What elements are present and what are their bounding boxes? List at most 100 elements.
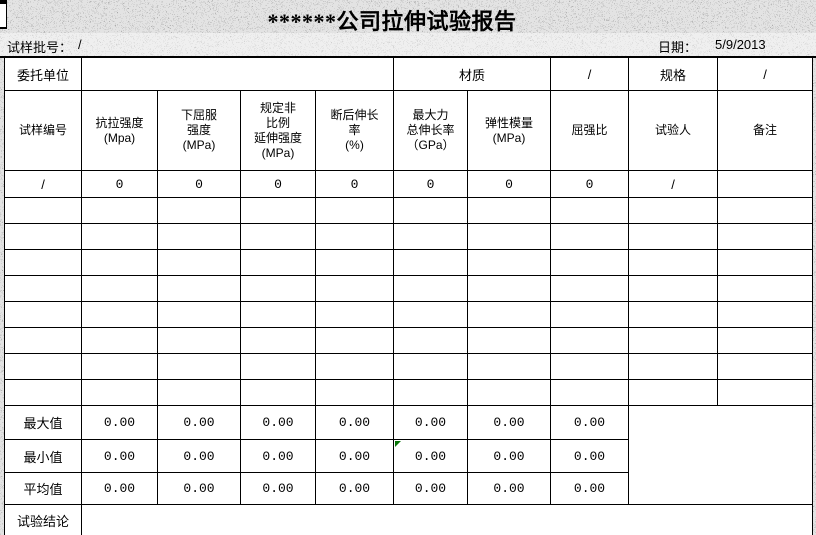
empty-cell[interactable] (393, 301, 468, 328)
empty-cell[interactable] (393, 275, 468, 302)
empty-cell[interactable] (466, 197, 552, 224)
empty-cell[interactable] (466, 327, 552, 354)
empty-cell[interactable] (315, 301, 394, 328)
client-value-cell[interactable] (81, 57, 394, 91)
material-label-cell[interactable]: 材质 (392, 57, 552, 91)
summary-min-lower-yield[interactable]: 0.00 (157, 439, 241, 473)
data-cell-non-proportional-extension[interactable]: 0 (240, 170, 316, 198)
empty-cell[interactable] (240, 275, 316, 302)
empty-cell[interactable] (315, 197, 394, 224)
empty-cell[interactable] (717, 379, 814, 406)
empty-cell[interactable] (315, 353, 394, 380)
empty-cell[interactable] (717, 353, 814, 380)
header-cell-non-proportional-extension[interactable]: 规定非 比例 延伸强度 (MPa) (240, 90, 316, 171)
empty-cell[interactable] (717, 301, 814, 328)
empty-cell[interactable] (240, 301, 316, 328)
batch-label[interactable]: 试样批号： (7, 40, 73, 55)
empty-cell[interactable] (315, 223, 394, 250)
summary-avg-max-force-elongation[interactable]: 0.00 (393, 472, 468, 505)
empty-cell[interactable] (81, 275, 158, 302)
empty-cell[interactable] (628, 223, 719, 250)
empty-cell[interactable] (393, 327, 468, 354)
summary-max-yield-ratio[interactable]: 0.00 (550, 405, 630, 440)
empty-cell[interactable] (157, 223, 241, 250)
empty-cell[interactable] (628, 301, 719, 328)
summary-max-elongation[interactable]: 0.00 (315, 405, 394, 440)
data-cell-tester[interactable]: / (628, 170, 719, 198)
empty-cell[interactable] (628, 327, 719, 354)
empty-cell[interactable] (550, 301, 630, 328)
material-value-cell[interactable]: / (550, 57, 630, 91)
empty-cell[interactable] (81, 327, 158, 354)
header-cell-yield-ratio[interactable]: 屈强比 (550, 90, 630, 171)
summary-avg-yield-ratio[interactable]: 0.00 (550, 472, 630, 505)
empty-cell[interactable] (315, 327, 394, 354)
header-cell-max-force-elongation[interactable]: 最大力 总伸长率 （GPa） (393, 90, 468, 171)
empty-cell[interactable] (4, 353, 82, 380)
empty-cell[interactable] (240, 327, 316, 354)
empty-cell[interactable] (240, 249, 316, 276)
data-cell-lower-yield-strength[interactable]: 0 (157, 170, 241, 198)
summary-avg-tensile[interactable]: 0.00 (81, 472, 158, 505)
header-cell-tester[interactable]: 试验人 (628, 90, 719, 171)
empty-cell[interactable] (157, 379, 241, 406)
summary-min-tensile[interactable]: 0.00 (81, 439, 158, 473)
empty-cell[interactable] (717, 223, 814, 250)
empty-cell[interactable] (628, 275, 719, 302)
empty-cell[interactable] (4, 301, 82, 328)
empty-cell[interactable] (628, 197, 719, 224)
empty-cell[interactable] (81, 197, 158, 224)
empty-cell[interactable] (717, 275, 814, 302)
empty-cell[interactable] (157, 327, 241, 354)
empty-cell[interactable] (4, 327, 82, 354)
empty-cell[interactable] (550, 353, 630, 380)
empty-cell[interactable] (157, 197, 241, 224)
header-cell-sample-no[interactable]: 试样编号 (4, 90, 82, 171)
empty-cell[interactable] (466, 379, 552, 406)
empty-cell[interactable] (550, 197, 630, 224)
empty-cell[interactable] (4, 197, 82, 224)
empty-cell[interactable] (466, 301, 552, 328)
summary-max-tensile[interactable]: 0.00 (81, 405, 158, 440)
empty-cell[interactable] (466, 249, 552, 276)
summary-min-yield-ratio[interactable]: 0.00 (550, 439, 630, 473)
empty-cell[interactable] (717, 197, 814, 224)
empty-cell[interactable] (81, 223, 158, 250)
data-cell-elastic-modulus[interactable]: 0 (466, 170, 552, 198)
empty-cell[interactable] (393, 249, 468, 276)
header-cell-tensile-strength[interactable]: 抗拉强度 (Mpa) (81, 90, 158, 171)
data-cell-elongation-after-fracture[interactable]: 0 (315, 170, 394, 198)
empty-cell[interactable] (550, 223, 630, 250)
summary-max-elastic-modulus[interactable]: 0.00 (466, 405, 552, 440)
summary-min-elastic-modulus[interactable]: 0.00 (466, 439, 552, 473)
conclusion-value-cell[interactable] (80, 504, 814, 535)
summary-label-max[interactable]: 最大值 (4, 405, 82, 440)
batch-value[interactable]: / (78, 37, 82, 52)
empty-cell[interactable] (717, 249, 814, 276)
empty-cell[interactable] (157, 249, 241, 276)
summary-avg-non-proportional[interactable]: 0.00 (240, 472, 316, 505)
data-cell-max-force-elongation[interactable]: 0 (393, 170, 468, 198)
header-cell-remarks[interactable]: 备注 (717, 90, 814, 171)
empty-cell[interactable] (393, 379, 468, 406)
empty-cell[interactable] (628, 379, 719, 406)
header-cell-elongation-after-fracture[interactable]: 断后伸长 率 (%) (315, 90, 394, 171)
data-cell-remark[interactable] (717, 170, 814, 198)
empty-cell[interactable] (315, 379, 394, 406)
empty-cell[interactable] (393, 197, 468, 224)
empty-cell[interactable] (466, 223, 552, 250)
header-cell-lower-yield-strength[interactable]: 下屈服 强度 (MPa) (157, 90, 241, 171)
spec-value-cell[interactable]: / (717, 57, 814, 91)
summary-avg-elongation[interactable]: 0.00 (315, 472, 394, 505)
empty-cell[interactable] (393, 353, 468, 380)
empty-cell[interactable] (315, 275, 394, 302)
empty-cell[interactable] (550, 327, 630, 354)
client-label-cell[interactable]: 委托单位 (4, 57, 82, 91)
date-label[interactable]: 日期： (658, 40, 698, 55)
summary-min-non-proportional[interactable]: 0.00 (240, 439, 316, 473)
empty-cell[interactable] (81, 301, 158, 328)
summary-side-merged-cell[interactable] (628, 405, 814, 505)
summary-label-min[interactable]: 最小值 (4, 439, 82, 473)
empty-cell[interactable] (4, 275, 82, 302)
empty-cell[interactable] (240, 379, 316, 406)
